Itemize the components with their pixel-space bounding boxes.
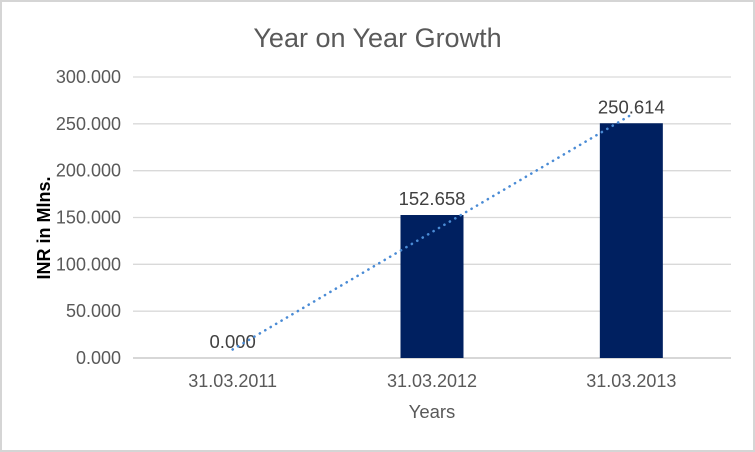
- x-category-label: 31.03.2012: [387, 371, 477, 391]
- x-category-label: 31.03.2011: [188, 371, 277, 391]
- y-tick-label: 100.000: [56, 254, 121, 274]
- data-label: 152.658: [399, 188, 466, 209]
- y-tick-label: 50.000: [66, 301, 121, 321]
- x-axis-title: Years: [408, 401, 456, 422]
- y-tick-label: 150.000: [56, 208, 121, 228]
- trendline: [231, 113, 633, 351]
- y-tick-label: 250.000: [56, 114, 121, 134]
- y-tick-label: 300.000: [56, 67, 121, 87]
- x-category-label: 31.03.2013: [586, 371, 676, 391]
- bar: [599, 123, 663, 359]
- y-tick-label: 0.000: [76, 348, 121, 368]
- y-tick-label: 200.000: [56, 161, 121, 181]
- data-label: 0.000: [210, 331, 256, 352]
- data-label: 250.614: [598, 96, 665, 117]
- bar: [400, 215, 464, 358]
- chart-title: Year on Year Growth: [253, 23, 502, 53]
